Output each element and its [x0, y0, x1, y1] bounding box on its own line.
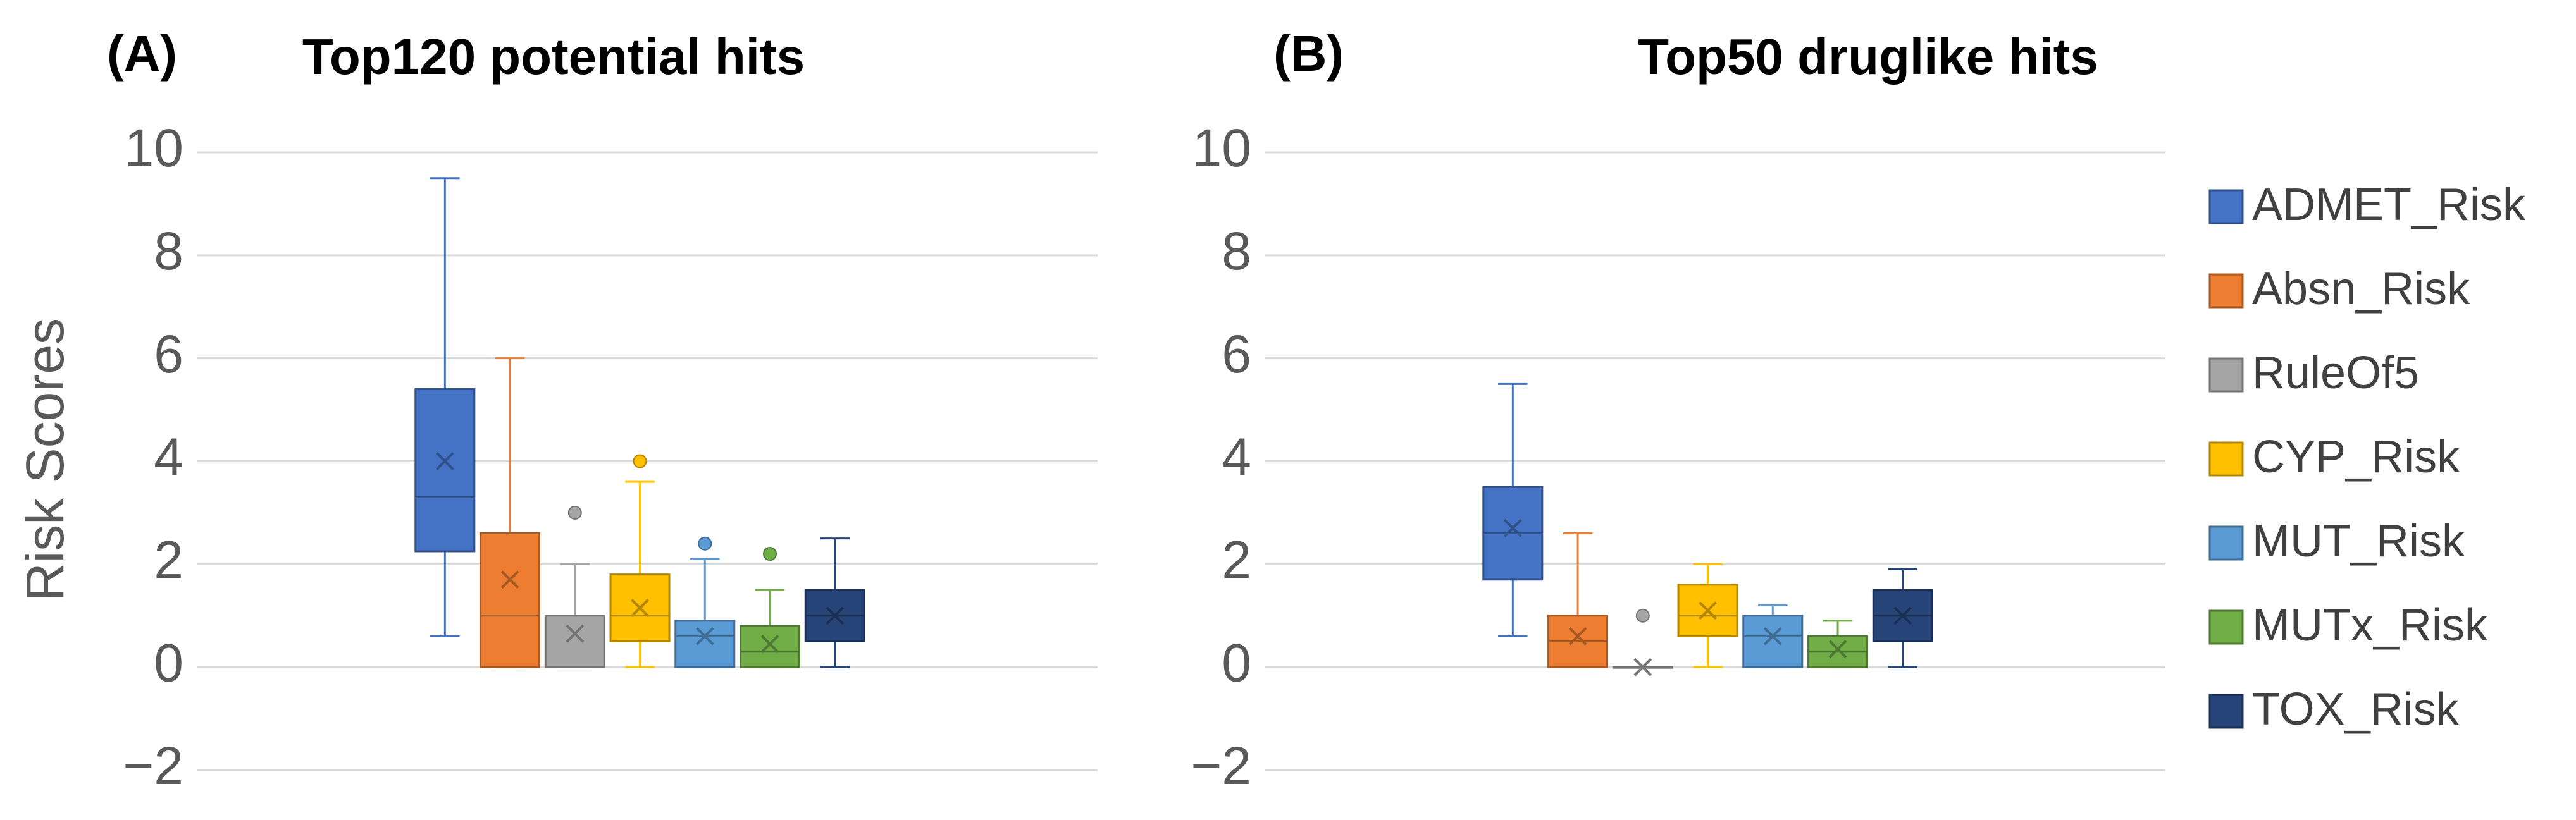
box	[1742, 615, 1804, 668]
y-tick-label: 2	[154, 530, 183, 590]
box	[674, 620, 736, 668]
y-tick-label: −2	[123, 736, 183, 795]
legend-swatch	[2208, 609, 2244, 645]
y-tick-label: 4	[154, 427, 183, 487]
y-tick-label: 10	[1192, 118, 1251, 178]
mean-marker	[435, 452, 454, 470]
panel-label: (A)	[107, 25, 177, 82]
legend-label: Absn_Risk	[2252, 264, 2470, 314]
chart-title: Top120 potential hits	[302, 28, 805, 85]
y-axis-label: Risk Scores	[15, 318, 75, 601]
legend-swatch	[2208, 441, 2244, 477]
mean-marker	[566, 624, 585, 643]
legend-label: MUT_Risk	[2252, 516, 2465, 566]
y-tick-label: 0	[154, 633, 183, 692]
box	[480, 532, 541, 668]
legend-label: ADMET_Risk	[2252, 180, 2526, 230]
y-tick-label: 8	[1222, 221, 1251, 281]
outlier	[633, 454, 647, 468]
legend-swatch	[2208, 357, 2244, 393]
mean-marker	[631, 599, 649, 617]
panel-label: (B)	[1273, 25, 1344, 82]
legend-label: CYP_Risk	[2252, 432, 2460, 482]
mean-marker	[1893, 606, 1912, 625]
outlier	[567, 505, 582, 520]
y-tick-label: 8	[154, 221, 183, 281]
outlier	[698, 536, 712, 551]
legend-swatch	[2208, 694, 2244, 729]
y-tick-label: 0	[1222, 633, 1251, 692]
legend-swatch	[2208, 189, 2244, 224]
y-tick-label: 6	[1222, 324, 1251, 384]
mean-marker	[1763, 627, 1782, 646]
legend-label: MUTx_Risk	[2252, 600, 2488, 651]
mean-marker	[1503, 518, 1522, 537]
legend-swatch	[2208, 273, 2244, 309]
legend-label: RuleOf5	[2252, 348, 2419, 398]
outlier	[763, 547, 777, 561]
chart-title: Top50 druglike hits	[1638, 28, 2098, 85]
mean-marker	[760, 635, 779, 653]
outlier	[1635, 608, 1650, 623]
box	[544, 615, 605, 668]
y-tick-label: 4	[1222, 427, 1251, 487]
mean-marker	[500, 570, 519, 589]
mean-marker	[1699, 601, 1717, 620]
legend-swatch	[2208, 525, 2244, 561]
y-tick-label: 10	[125, 118, 183, 178]
y-tick-label: 2	[1222, 530, 1251, 590]
legend-label: TOX_Risk	[2252, 684, 2460, 735]
box	[740, 625, 801, 668]
y-tick-label: 6	[154, 324, 183, 384]
mean-marker	[1633, 658, 1652, 676]
box	[414, 388, 476, 553]
y-tick-label: −2	[1191, 736, 1251, 795]
mean-marker	[695, 627, 714, 646]
mean-marker	[1568, 627, 1587, 646]
mean-marker	[826, 606, 845, 625]
mean-marker	[1828, 640, 1847, 659]
